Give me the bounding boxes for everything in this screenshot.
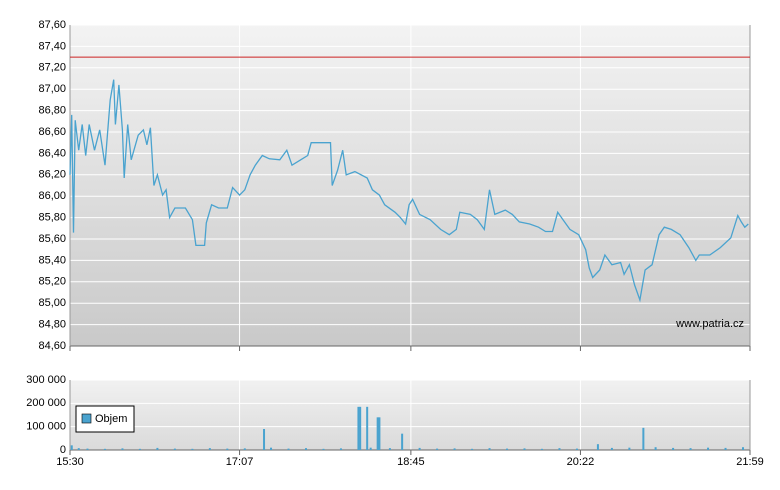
volume-bar [642,427,645,450]
y-tick-label: 84,80 [38,319,66,331]
volume-bar [369,447,372,450]
volume-bar [138,448,141,450]
volume-bar [596,444,599,450]
volume-bar [263,429,266,450]
volume-bar [121,448,124,450]
volume-bar [436,448,439,450]
volume-bar [654,447,657,450]
volume-bar [366,406,369,450]
y-tick-label: 85,00 [38,297,66,309]
volume-bar [401,433,404,450]
volume-bar [86,448,89,450]
volume-bar [388,448,391,450]
y-tick-label: 0 [60,444,66,456]
volume-bar [304,448,307,450]
volume-bar [70,445,73,450]
volume-bar [322,448,325,450]
y-tick-label: 86,60 [38,126,66,138]
volume-bar [488,448,491,450]
volume-bar [77,448,80,450]
x-tick-label: 20:22 [567,456,595,468]
y-tick-label: 86,00 [38,190,66,202]
volume-plot-area [70,380,750,450]
volume-bar [471,448,474,450]
volume-bar [453,448,456,450]
y-tick-label: 87,40 [38,40,66,52]
volume-bar [103,448,106,450]
volume-bar [575,448,578,450]
x-tick-label: 15:30 [56,456,84,468]
x-tick-label: 18:45 [397,456,425,468]
volume-bar [724,447,727,450]
legend-label: Objem [95,413,127,425]
y-tick-label: 300 000 [26,374,66,386]
y-tick-label: 86,40 [38,147,66,159]
price-line [69,79,749,303]
volume-bar [523,448,526,450]
volume-bar [243,448,246,450]
volume-bar [610,447,613,450]
legend-swatch [81,413,92,424]
x-tick-label: 21:59 [736,456,764,468]
volume-bar [540,448,543,450]
watermark: www.patria.cz [675,318,744,330]
volume-bar [226,448,229,450]
volume-bar [742,447,745,450]
volume-bar [208,448,211,450]
volume-bar [558,448,561,450]
plot-area [70,25,750,346]
volume-bar [156,447,159,450]
y-tick-label: 200 000 [26,397,66,409]
volume-bar [359,406,362,450]
legend: Objem [75,405,135,433]
volume-bar [628,447,631,450]
volume-bar [689,448,692,450]
y-tick-label: 100 000 [26,421,66,433]
volume-bar [191,448,194,450]
volume-bar [376,417,379,450]
volume-bar [339,448,342,450]
volume-bar [418,447,421,450]
volume-bar [506,448,509,450]
volume-bar [357,406,360,450]
y-tick-label: 87,20 [38,62,66,74]
y-tick-label: 87,60 [38,19,66,31]
y-tick-label: 85,40 [38,254,66,266]
volume-bar [270,447,273,450]
y-tick-label: 85,80 [38,212,66,224]
volume-bar [173,448,176,450]
x-tick-label: 17:07 [226,456,254,468]
volume-bar [378,417,381,450]
y-tick-label: 84,60 [38,340,66,352]
volume-bar [287,448,290,450]
y-tick-label: 86,20 [38,169,66,181]
y-tick-label: 85,60 [38,233,66,245]
y-tick-label: 87,00 [38,83,66,95]
y-tick-label: 85,20 [38,276,66,288]
volume-bar [672,447,675,450]
volume-bar [707,447,710,450]
y-tick-label: 86,80 [38,105,66,117]
